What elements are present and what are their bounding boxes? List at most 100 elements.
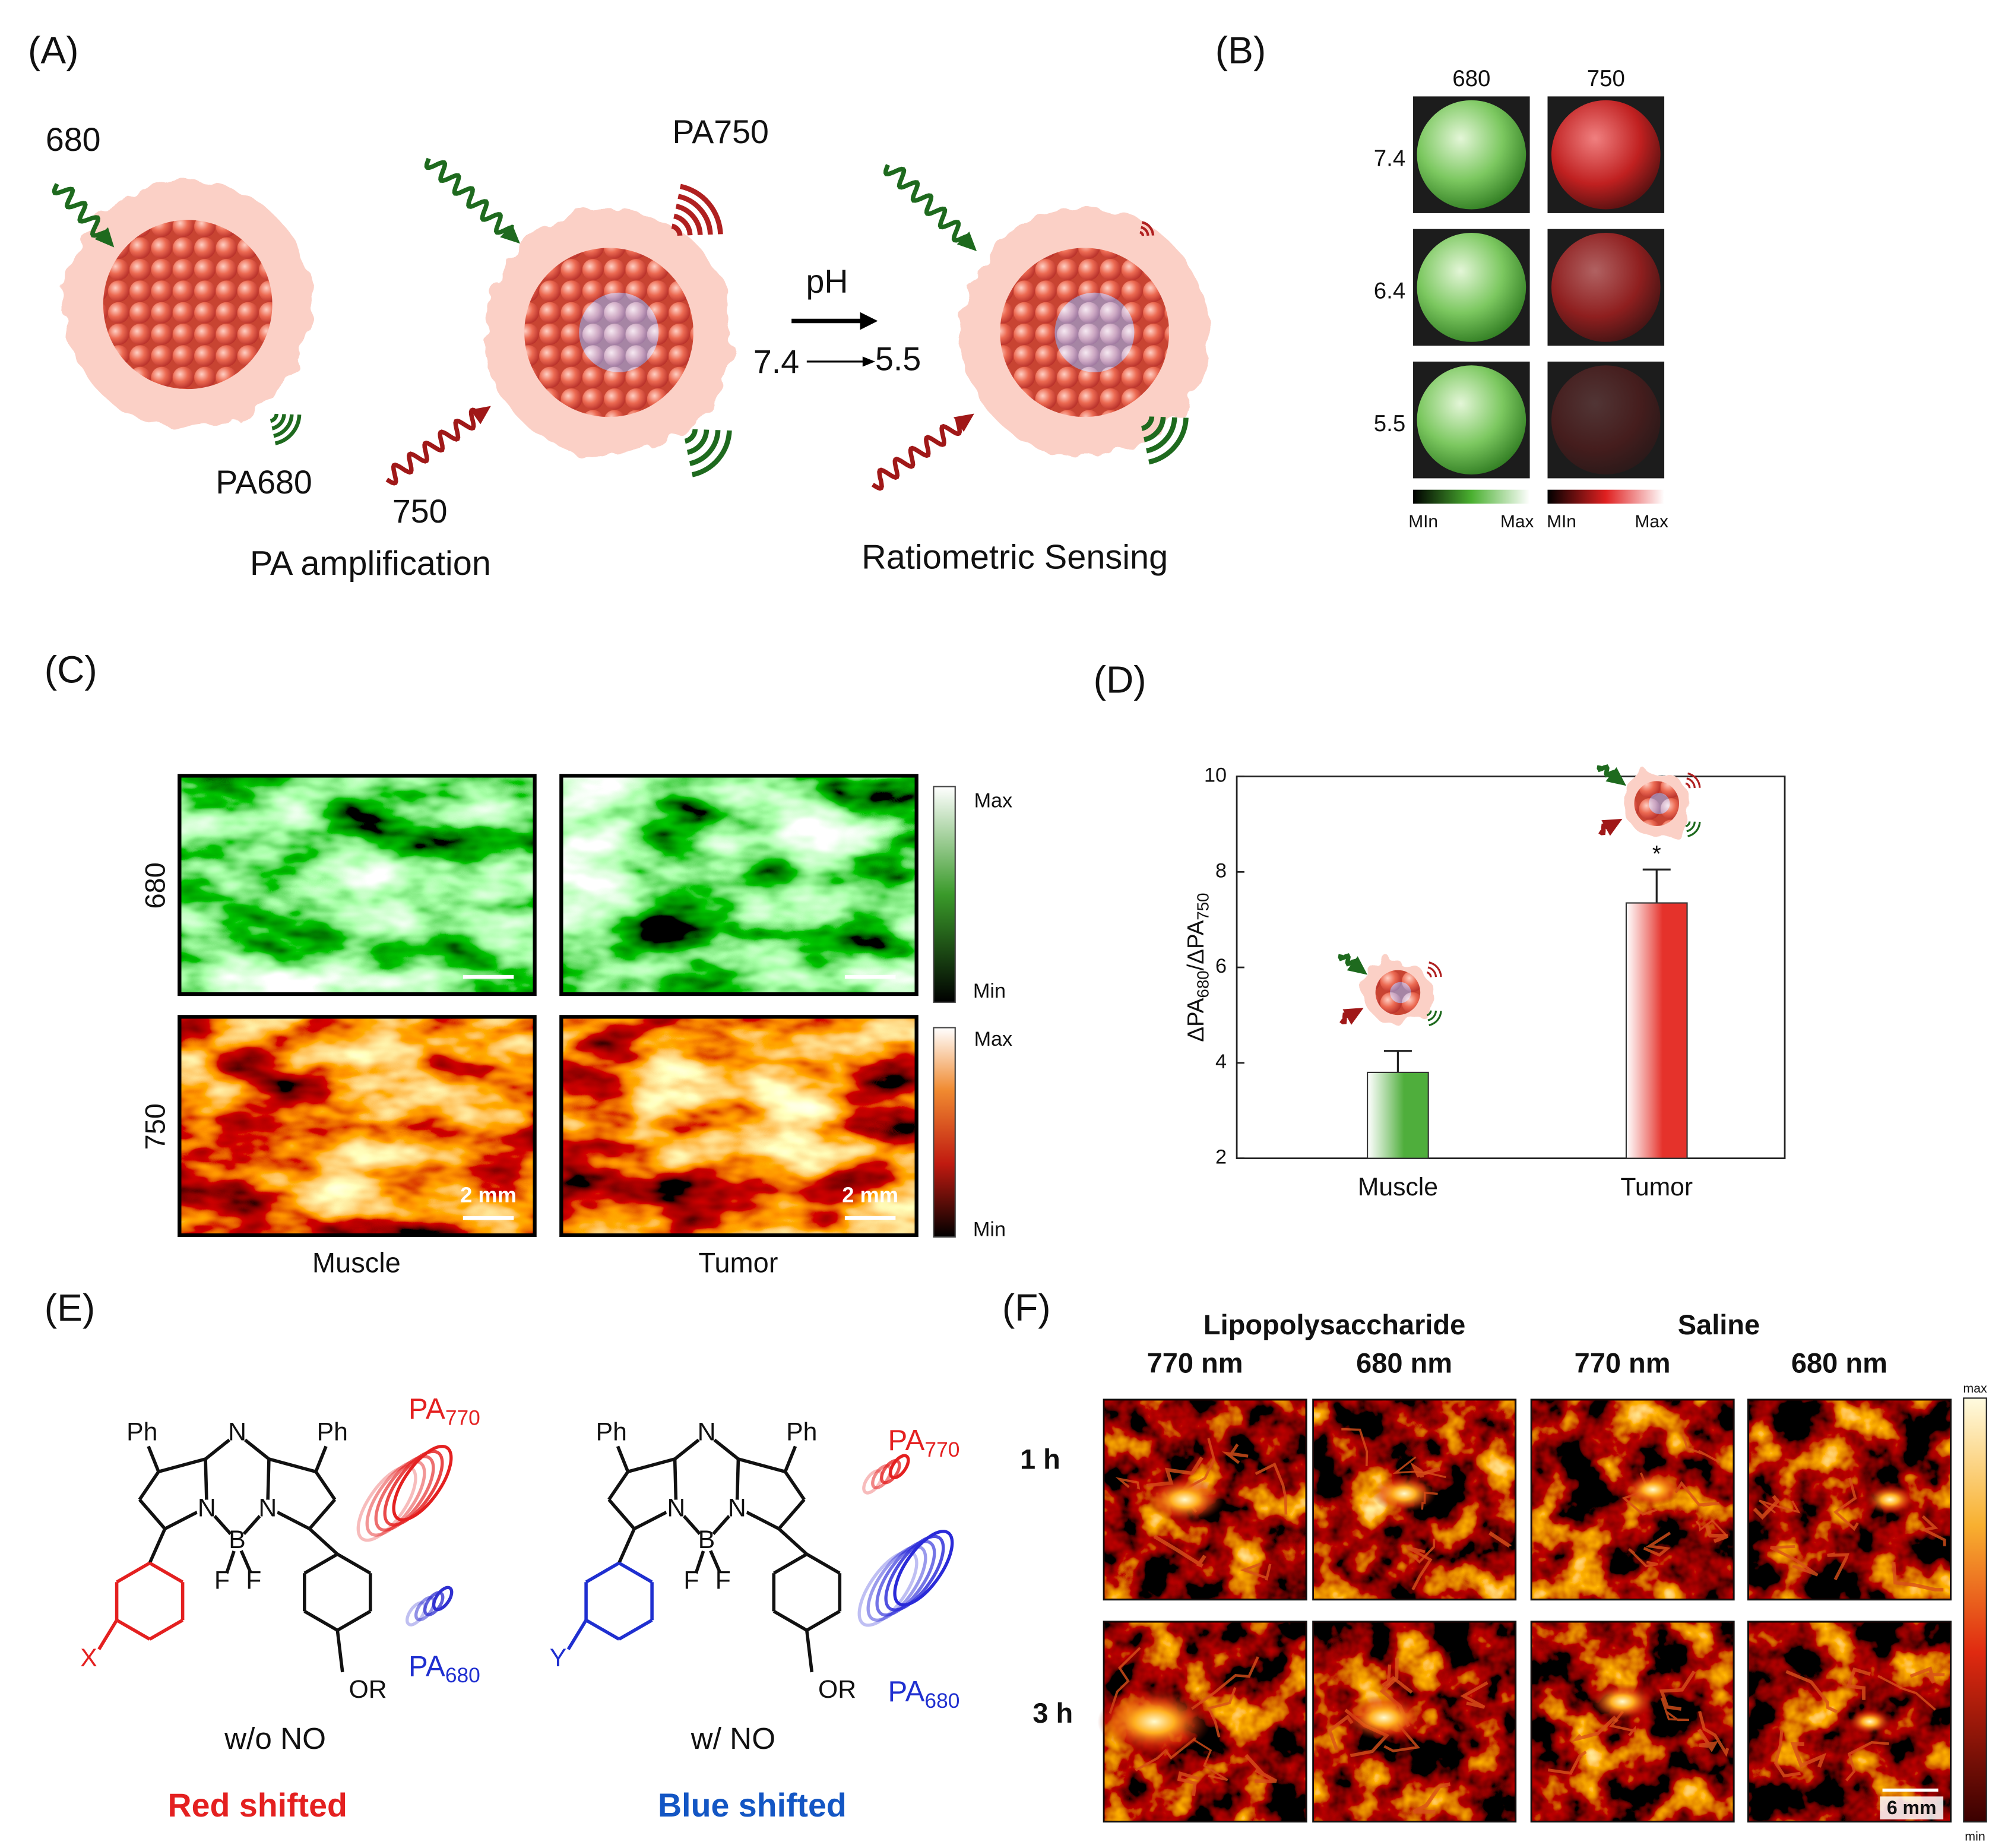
bond: [204, 1458, 209, 1508]
bond: [308, 1527, 339, 1556]
atom-bg: [696, 1423, 717, 1444]
bond: [148, 1618, 184, 1641]
label: 750: [139, 1103, 170, 1150]
label: B: [698, 1526, 715, 1554]
label: PA770: [888, 1425, 960, 1461]
signal-ring: [414, 1596, 436, 1622]
label-part: 750: [1194, 893, 1212, 920]
bond: [336, 1552, 372, 1575]
label: (B): [1215, 29, 1266, 72]
vessel: [1177, 1771, 1200, 1796]
vessel: [1221, 1443, 1249, 1464]
phantom: [1551, 365, 1661, 475]
arrow-head: [1601, 818, 1623, 836]
pa-image: [1749, 1400, 1950, 1599]
label: min: [1965, 1829, 1985, 1843]
bond: [784, 1470, 806, 1501]
vessel: [1892, 1562, 1944, 1591]
emission-arc: [689, 429, 721, 466]
emission-arc: [1141, 226, 1149, 236]
emission-arc: [274, 414, 302, 445]
label: Muscle: [312, 1246, 401, 1278]
vessel: [1412, 1782, 1451, 1814]
bond: [585, 1618, 620, 1641]
hotspot: [1624, 1473, 1681, 1506]
vessel: [1770, 1545, 1819, 1577]
label: 680: [46, 121, 101, 158]
signal-ring: [866, 1545, 927, 1622]
label: Tumor: [698, 1246, 778, 1278]
signal-ring: [889, 1454, 910, 1479]
vessel: [1827, 1552, 1849, 1581]
vessel: [1192, 1738, 1228, 1781]
wave: [424, 157, 514, 235]
label: 10: [1204, 764, 1227, 787]
label: PA680: [216, 464, 312, 501]
vessel: [1759, 1499, 1801, 1514]
label: 770 nm: [1147, 1347, 1243, 1378]
signal-ring: [871, 1464, 892, 1490]
label: (C): [45, 648, 97, 691]
pa-image: [1532, 1622, 1733, 1821]
label: (E): [45, 1286, 95, 1329]
particle-core: [103, 220, 273, 390]
pa-image: [563, 1018, 915, 1233]
colorbar: [933, 1027, 956, 1238]
label: F: [715, 1566, 731, 1594]
emission-arc: [1426, 1010, 1432, 1017]
bond: [314, 1445, 328, 1473]
emission-arc: [1687, 821, 1701, 837]
label: 680: [139, 862, 170, 909]
label: w/ NO: [691, 1722, 775, 1755]
label-part: ΔPA: [1183, 998, 1209, 1042]
signal-ring: [423, 1591, 445, 1616]
colorbar: [1963, 1397, 1987, 1823]
scale-bar-bg: [1880, 1796, 1944, 1819]
hotspot: [1590, 1683, 1655, 1720]
arrow-head: [500, 224, 520, 244]
label: Ph: [596, 1418, 627, 1447]
bond: [336, 1609, 372, 1632]
vessel: [1920, 1515, 1946, 1546]
emission-arc: [686, 429, 710, 455]
vessel: [1460, 1681, 1488, 1709]
arrow-head: [94, 227, 115, 248]
label: (D): [1094, 658, 1146, 701]
bond: [585, 1561, 620, 1584]
label: Tumor: [1620, 1173, 1693, 1201]
label: w/o NO: [224, 1722, 326, 1755]
atom-bg: [791, 1423, 812, 1444]
bond: [618, 1561, 653, 1584]
hotspot: [1848, 1709, 1892, 1734]
emission-arc: [1429, 1011, 1442, 1027]
emission-arc: [684, 429, 698, 444]
vessel: [1833, 1477, 1859, 1531]
vessel: [1341, 1428, 1369, 1466]
label: N: [728, 1494, 746, 1523]
bond: [147, 1445, 160, 1473]
arrow-head: [957, 231, 977, 252]
emission-arc: [1426, 971, 1432, 977]
phantom: [1417, 100, 1526, 210]
vessel: [1909, 1666, 1945, 1684]
bond: [268, 1457, 316, 1473]
label: N: [698, 1418, 716, 1447]
signal-ring: [383, 1450, 444, 1527]
bond: [806, 1552, 841, 1575]
hotspot: [1865, 1485, 1915, 1514]
vessel: [1115, 1477, 1141, 1490]
bond: [148, 1561, 184, 1584]
colorbar: [1547, 489, 1665, 504]
signal-ring: [406, 1601, 427, 1627]
emission-arc: [1427, 966, 1437, 977]
emission-arc: [1686, 777, 1696, 789]
label-part: 770: [445, 1407, 480, 1430]
phantom: [1551, 233, 1661, 342]
emission-arc: [679, 183, 723, 235]
label: Max: [1635, 512, 1668, 531]
atom-bg: [681, 1572, 702, 1593]
label: *: [1652, 841, 1661, 867]
label: (F): [1002, 1286, 1051, 1329]
atom-bg: [227, 1531, 248, 1552]
label: F: [246, 1566, 261, 1594]
